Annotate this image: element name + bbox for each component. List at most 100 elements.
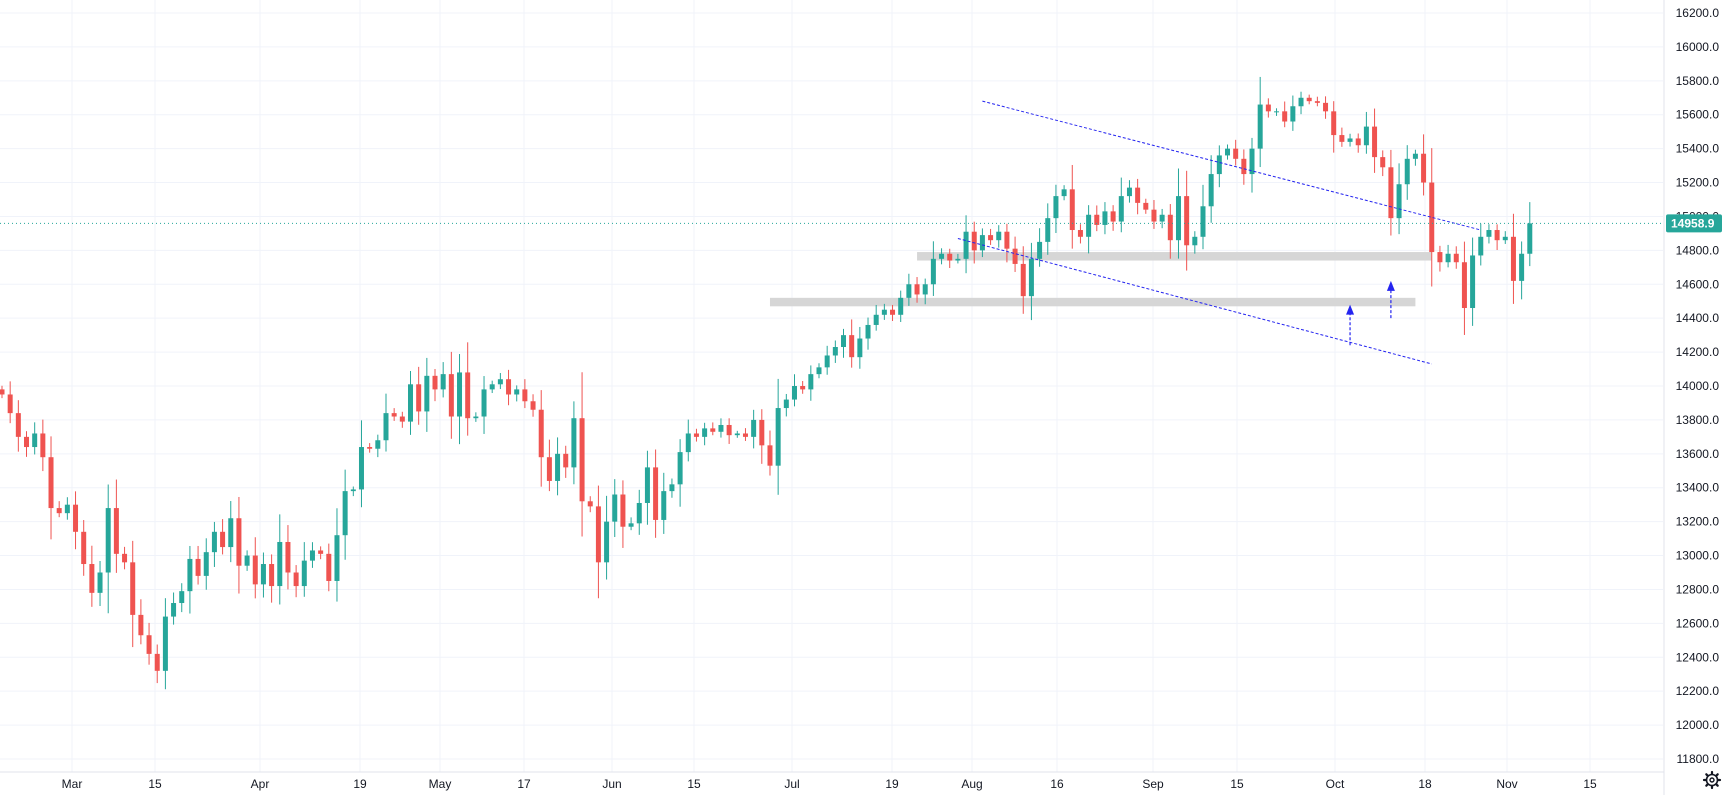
candle-body [1290,106,1296,122]
candle-body [1306,97,1312,102]
candle-body [1380,157,1386,168]
y-tick-label: 13400.0 [1676,481,1720,495]
candle-body [1151,209,1157,222]
candle-body [1135,187,1141,203]
candle-body [1159,214,1165,222]
candle-body [1486,230,1492,237]
candle-body [1249,148,1255,175]
candle-body [791,386,797,400]
candle-body [1470,255,1476,309]
candle-body [1265,104,1271,112]
candle-body [718,424,724,432]
candle-body [947,253,953,261]
x-tick-label: May [429,777,452,791]
candle-body [334,535,340,581]
candle-body [1102,211,1108,225]
candle-body [930,258,936,285]
candle-body [73,504,79,532]
candle-body [48,457,54,509]
candle-body [440,374,446,390]
candle-body [555,453,561,481]
candle-body [1282,111,1288,122]
candle-body [399,416,405,422]
candle-body [391,413,397,417]
candle-body [122,553,128,563]
candle-body [146,635,152,654]
x-tick-label: Jul [784,777,799,791]
candle-body [734,433,740,436]
candle-body [604,521,610,563]
candle-body [1110,211,1116,222]
y-tick-label: 14400.0 [1676,311,1720,325]
candle-body [1069,189,1075,231]
last-price-marker: 14958.9 [1666,214,1722,233]
x-tick-label: 16 [1050,777,1064,791]
x-tick-label: 17 [517,777,531,791]
candle-body [1061,189,1067,197]
candle-body [40,433,46,458]
candle-body [1167,214,1173,241]
candle-body [277,541,283,587]
candle-body [906,284,912,298]
x-tick-label: Apr [251,777,270,791]
gear-icon[interactable] [1702,770,1722,790]
candle-body [473,416,479,419]
x-tick-label: 15 [1583,777,1597,791]
candle-body [408,384,413,422]
y-tick-label: 16200.0 [1676,6,1720,20]
candle-body [1363,126,1369,146]
y-tick-label: 11800.0 [1677,752,1720,766]
candle-body [955,258,961,261]
candle-body [628,523,634,527]
candle-body [783,399,789,409]
candle-body [154,653,160,671]
support-zones [769,252,1432,307]
candle-body [1429,182,1435,253]
candle-body [64,504,70,514]
candle-body [890,309,896,315]
candle-body [1192,236,1198,246]
x-tick-label: 15 [1230,777,1244,791]
candle-body [506,379,512,395]
candle-body [1372,126,1378,158]
candle-body [587,501,593,507]
candle-body [162,616,168,671]
candle-body [693,433,699,437]
candle-body [767,445,773,466]
candle-body [1175,196,1181,241]
candle-body [775,408,781,466]
candle-body [326,553,332,581]
candle-body [1331,111,1337,136]
trend-line [982,100,1481,231]
x-tick-label: 19 [353,777,367,791]
candle-body [881,309,887,315]
candle-body [669,484,675,492]
candle-body [996,231,1002,241]
candle-body [1323,102,1329,112]
x-tick-label: 18 [1418,777,1432,791]
y-tick-label: 14600.0 [1676,277,1720,291]
candle-body [481,389,487,417]
candle-body [15,413,21,437]
candle-body [579,418,585,502]
y-tick-label: 13000.0 [1676,549,1720,563]
candle-body [301,560,307,587]
candle-body [922,284,928,295]
candle-body [1045,218,1051,242]
candle-body [1004,231,1010,249]
candle-body [130,562,136,615]
candle-body [1257,104,1263,149]
candle-body [465,372,471,419]
candle-body [375,440,381,449]
annotations [0,100,1663,365]
x-tick-label: Aug [961,777,982,791]
candle-body [358,447,364,490]
candle-body [309,550,315,561]
candle-body [318,550,324,554]
y-tick-label: 12400.0 [1676,650,1720,664]
candle-body [726,424,732,436]
candle-body [1412,153,1418,159]
